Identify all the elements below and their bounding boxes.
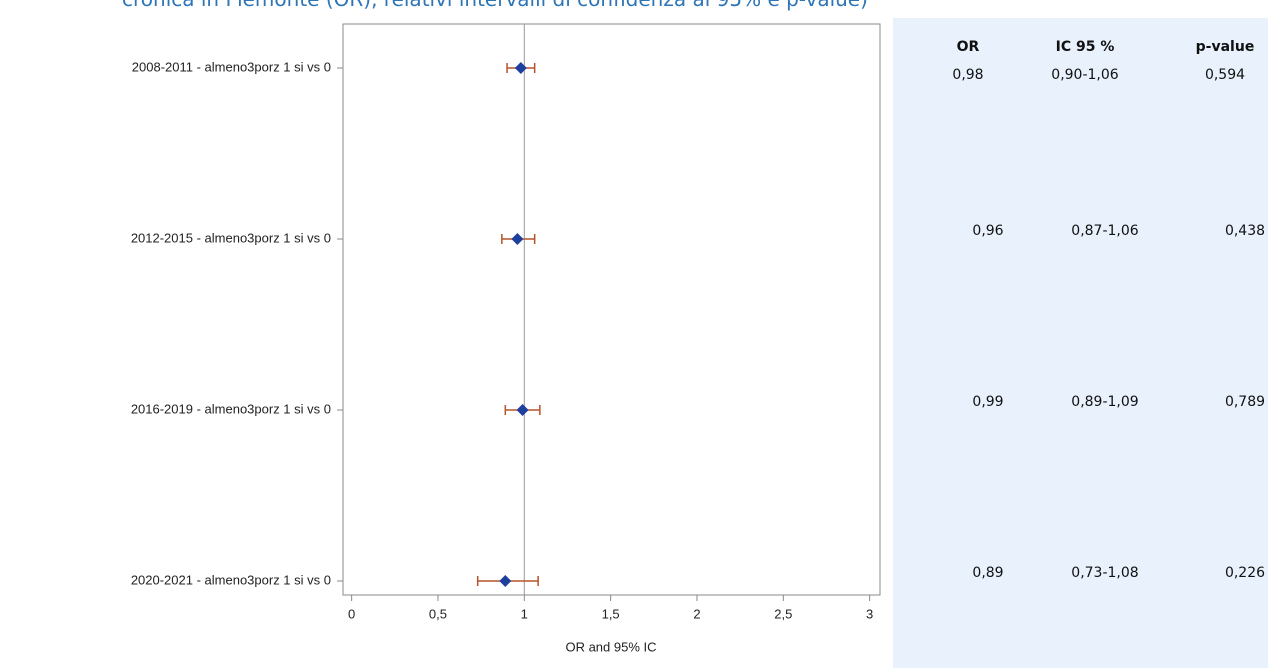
table-panel <box>893 18 1268 668</box>
x-tick-label: 0 <box>348 606 355 621</box>
table-header: OR <box>957 39 980 55</box>
y-tick-label: 2020-2021 - almeno3porz 1 si vs 0 <box>131 572 331 587</box>
ci-label: 0,90-1,06 <box>1051 67 1118 83</box>
or-marker <box>499 575 512 587</box>
p-value-label: 0,438 <box>1225 223 1265 239</box>
or-label: 0,99 <box>972 394 1003 410</box>
chart-title: cronica in Piemonte (OR), relativi inter… <box>122 0 868 11</box>
p-value-label: 0,226 <box>1225 565 1265 581</box>
x-tick-label: 1 <box>521 606 528 621</box>
ci-label: 0,87-1,06 <box>1071 223 1138 239</box>
ci-label: 0,73-1,08 <box>1071 565 1138 581</box>
table-header: p-value <box>1196 39 1255 55</box>
y-tick-label: 2008-2011 - almeno3porz 1 si vs 0 <box>132 59 331 74</box>
x-tick-label: 2,5 <box>774 606 792 621</box>
y-tick-label: 2016-2019 - almeno3porz 1 si vs 0 <box>131 401 331 416</box>
or-label: 0,89 <box>972 565 1003 581</box>
or-marker <box>511 233 524 245</box>
x-tick-label: 2 <box>693 606 700 621</box>
y-tick-label: 2012-2015 - almeno3porz 1 si vs 0 <box>131 230 331 245</box>
x-tick-label: 3 <box>866 606 873 621</box>
or-marker <box>514 62 527 74</box>
or-marker <box>516 404 529 416</box>
or-label: 0,98 <box>952 67 983 83</box>
p-value-label: 0,594 <box>1205 67 1245 83</box>
ci-label: 0,89-1,09 <box>1071 394 1138 410</box>
plot-frame <box>342 23 881 596</box>
table-header: IC 95 % <box>1056 39 1115 55</box>
or-label: 0,96 <box>972 223 1003 239</box>
x-tick-label: 1,5 <box>602 606 620 621</box>
x-axis-label: OR and 95% IC <box>565 639 656 654</box>
p-value-label: 0,789 <box>1225 394 1265 410</box>
x-tick-label: 0,5 <box>429 606 447 621</box>
